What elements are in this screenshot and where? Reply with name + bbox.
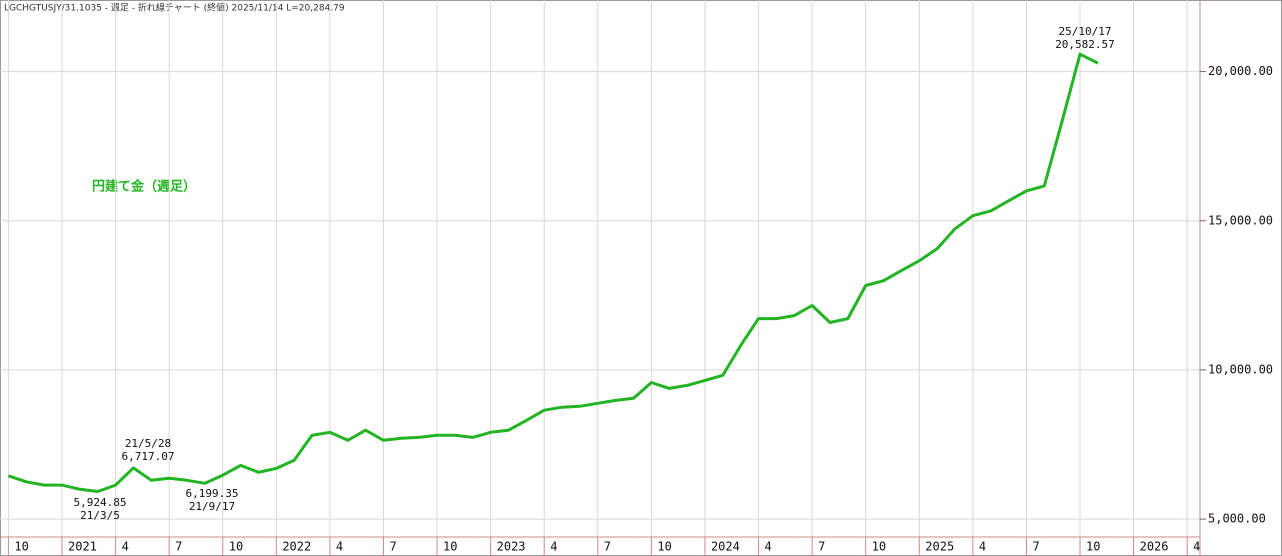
x-tick-label: 10 xyxy=(872,540,886,554)
x-tick-label: 4 xyxy=(122,540,129,554)
annotation: 20,582.57 xyxy=(1055,38,1115,51)
x-tick-label: 7 xyxy=(604,540,611,554)
x-tick-label: 10 xyxy=(443,540,457,554)
legend-label: 円建て金（週足） xyxy=(92,179,196,195)
annotation: 21/5/28 xyxy=(125,437,171,450)
annotation: 21/9/17 xyxy=(189,500,235,513)
header: LGCHGTUSJY/31.1035 - 週足 - 折れ線チャート (終値) 2… xyxy=(4,2,345,14)
x-tick-label: 7 xyxy=(818,540,825,554)
x-tick-label: 4 xyxy=(979,540,986,554)
annotation: 6,199.35 xyxy=(186,487,239,500)
y-tick-label: 15,000.00 xyxy=(1208,213,1273,227)
x-tick-label: 10 xyxy=(14,540,28,554)
x-tick-label: 2023 xyxy=(497,540,526,554)
annotation: 5,924.85 xyxy=(74,496,127,509)
x-tick-label: 10 xyxy=(229,540,243,554)
x-tick-label: 4 xyxy=(550,540,557,554)
x-tick-label: 4 xyxy=(1193,540,1200,554)
x-tick-label: 4 xyxy=(336,540,343,554)
x-tick-label: 2021 xyxy=(68,540,97,554)
y-tick-label: 10,000.00 xyxy=(1208,362,1273,376)
x-tick-label: 2026 xyxy=(1140,540,1169,554)
x-tick-label: 2024 xyxy=(711,540,740,554)
x-tick-label: 10 xyxy=(657,540,671,554)
x-tick-label: 7 xyxy=(175,540,182,554)
annotation: 21/3/5 xyxy=(80,509,120,522)
annotation: 6,717.07 xyxy=(122,450,175,463)
x-tick-label: 7 xyxy=(389,540,396,554)
x-tick-label: 7 xyxy=(1032,540,1039,554)
price-line xyxy=(7,52,1099,493)
annotation: 25/10/17 xyxy=(1059,25,1112,38)
y-tick-label: 20,000.00 xyxy=(1208,64,1273,78)
x-tick-label: 2022 xyxy=(282,540,311,554)
x-tick-label: 10 xyxy=(1086,540,1100,554)
x-tick-label: 4 xyxy=(765,540,772,554)
x-tick-label: 2025 xyxy=(925,540,954,554)
y-tick-label: 5,000.00 xyxy=(1208,512,1266,526)
